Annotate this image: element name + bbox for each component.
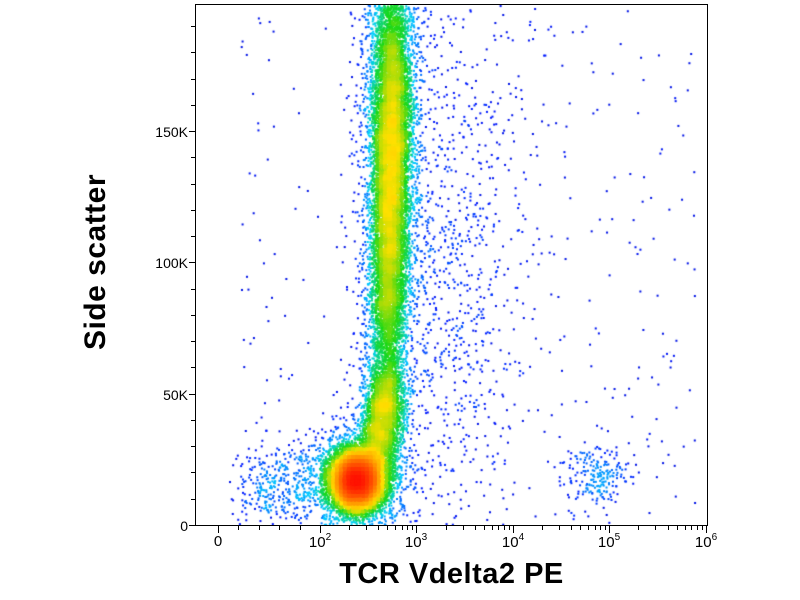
y-tick-label: 50K [163, 386, 188, 403]
x-tick-label: 102 [308, 532, 332, 551]
scatter-density-canvas [196, 5, 707, 525]
x-tick-label: 103 [404, 532, 428, 551]
x-tick-label: 105 [597, 532, 621, 551]
x-tick-label: 106 [694, 532, 718, 551]
x-tick-label: 0 [213, 533, 223, 550]
y-tick-label: 0 [180, 517, 188, 534]
y-tick-label: 150K [155, 123, 188, 140]
y-axis-title: Side scatter [79, 173, 112, 351]
plot-area [195, 4, 708, 526]
y-tick-label: 100K [155, 254, 188, 271]
x-tick-label: 104 [501, 532, 525, 551]
x-axis-title: TCR Vdelta2 PE [339, 558, 564, 590]
